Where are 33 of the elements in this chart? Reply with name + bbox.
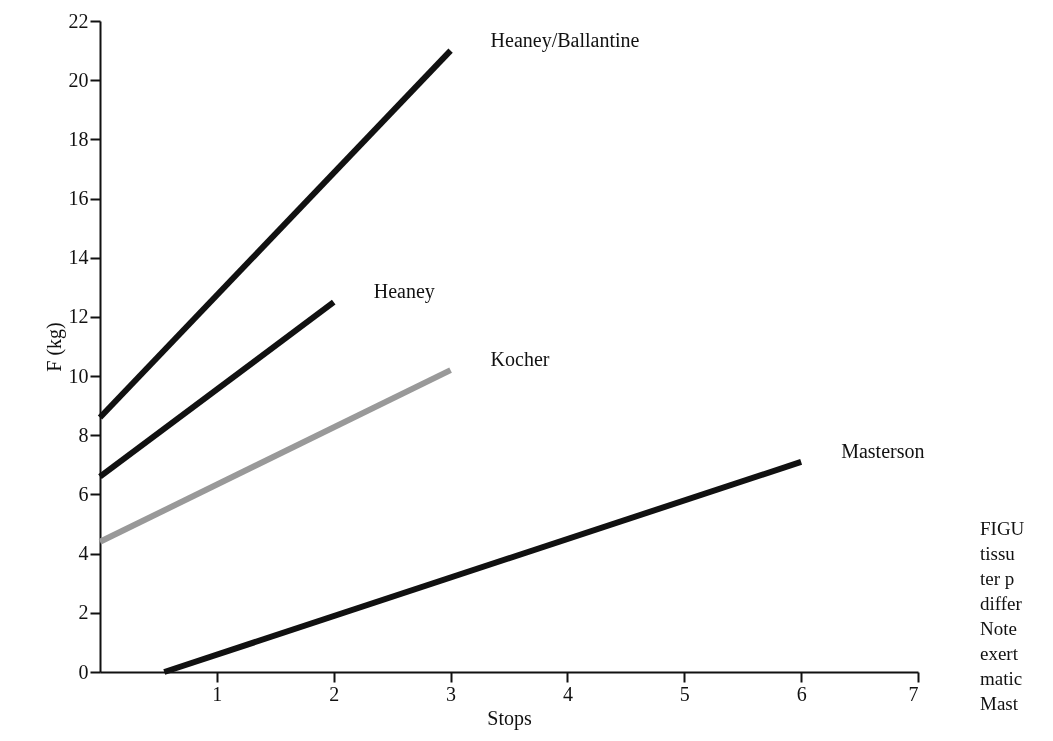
text: tissu [980,543,1016,564]
x-tick-label: 5 [679,682,690,705]
y-tick-label: 18 [68,127,89,150]
text: exert [980,643,1019,664]
series-label: Kocher [490,348,550,371]
text: Masterson [841,439,925,462]
text: Note [980,618,1017,639]
x-axis-title: Stops [487,706,532,730]
y-tick-label: 2 [78,601,89,624]
text: Mast [980,693,1019,714]
text: ter p [980,568,1015,589]
x-tick-label: 6 [796,682,807,705]
x-tick-label: 2 [329,682,340,705]
text: differ [980,593,1023,614]
x-tick-label: 4 [562,682,573,705]
series-label: Heaney [373,280,435,304]
x-tick-label: 7 [908,682,919,705]
y-tick-label: 16 [68,187,89,210]
series-label: Heaney/Ballantine [490,28,640,52]
x-tick-label: 3 [446,682,457,705]
x-tick-label: 1 [212,682,223,705]
y-tick-label: 14 [68,246,89,269]
y-tick-label: 12 [68,305,89,328]
y-tick-label: 8 [78,423,89,446]
y-axis-title: F (kg) [42,322,66,372]
y-tick-label: 10 [68,364,89,387]
y-tick-label: 20 [68,68,89,91]
y-tick-label: 6 [78,482,89,505]
text: matic [980,668,1023,689]
text: FIGU [980,518,1025,539]
y-tick-label: 0 [78,660,89,683]
y-tick-label: 4 [78,542,89,565]
y-tick-label: 22 [68,9,89,32]
